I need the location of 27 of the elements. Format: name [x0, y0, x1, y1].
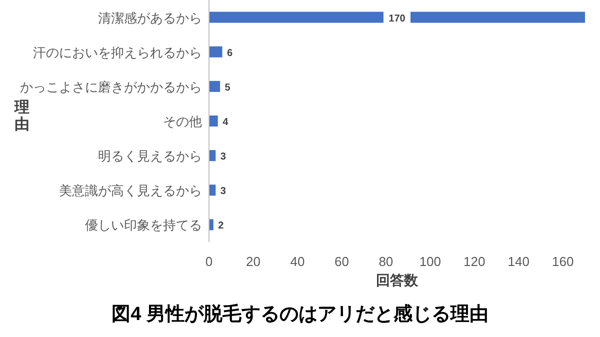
x-tick-label: 60	[334, 254, 349, 269]
y-tick-label: 明るく見えるから	[98, 148, 202, 164]
y-tick-label: 汗のにおいを抑えられるから	[33, 44, 202, 60]
y-tick-label: 優しい印象を持てる	[85, 218, 202, 233]
data-label: 6	[226, 48, 233, 59]
x-tick-label: 160	[552, 254, 574, 269]
x-axis-title: 回答数	[376, 272, 419, 288]
data-label: 3	[220, 152, 226, 163]
x-tick-label: 120	[464, 254, 486, 269]
data-label: 5	[224, 82, 231, 94]
x-tick-label: 40	[290, 254, 305, 269]
x-tick-label: 80	[378, 254, 394, 269]
text: 図4 男性が脱毛するのはアリだと感じる理由	[112, 303, 488, 325]
x-tick-label: 100	[419, 254, 442, 269]
data-label: 3	[220, 186, 226, 198]
y-tick-label: 清潔感があるから	[98, 10, 202, 26]
x-tick-label: 140	[508, 254, 530, 269]
data-label: 2	[218, 220, 224, 232]
y-tick-label: その他	[163, 114, 202, 129]
y-axis-title: 理由	[14, 99, 30, 133]
x-tick-label: 0	[205, 254, 213, 269]
x-tick-label: 20	[246, 254, 260, 269]
data-label: 170	[388, 13, 406, 24]
bar	[209, 12, 585, 23]
y-tick-label: かっこよさに磨きがかかるから	[20, 79, 202, 94]
y-tick-label: 美意識が高く見えるから	[59, 183, 202, 198]
data-label: 4	[222, 117, 229, 128]
